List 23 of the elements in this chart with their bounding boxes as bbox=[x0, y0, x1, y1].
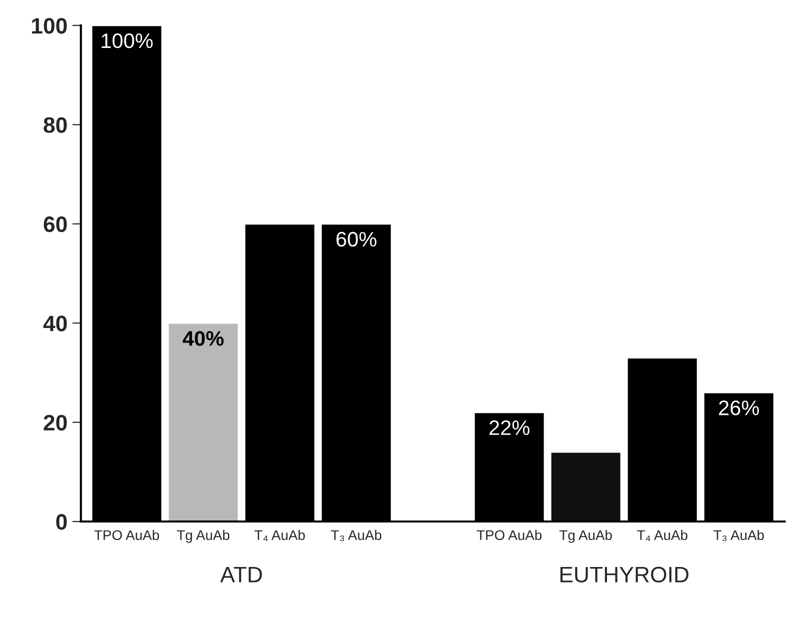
x-tick-label: TPO AuAb bbox=[94, 530, 160, 540]
y-tick-label: 100 bbox=[32, 18, 67, 34]
y-tick-label: 0 bbox=[56, 514, 67, 530]
x-tick-label: TPO AuAb bbox=[476, 530, 542, 540]
data-label: 22% bbox=[490, 420, 530, 436]
y-tick-label: 60 bbox=[44, 216, 67, 232]
x-tick-label: T₃ AuAb bbox=[331, 530, 382, 542]
data-label: 26% bbox=[719, 400, 759, 416]
bar bbox=[550, 451, 622, 522]
bar bbox=[167, 322, 240, 522]
y-tick-label: 80 bbox=[44, 117, 67, 133]
y-tick-label: 40 bbox=[43, 316, 67, 332]
x-tick-label: Tg AuAb bbox=[559, 530, 612, 543]
x-tick-label: T₄ AuAb bbox=[254, 530, 305, 542]
x-tick-label: Tg AuAb bbox=[176, 530, 230, 543]
text: ATD bbox=[220, 566, 262, 582]
data-label: 40% bbox=[182, 331, 224, 346]
data-label: 60% bbox=[336, 232, 376, 247]
data-label: 100% bbox=[102, 33, 153, 48]
text: EUTHYROID bbox=[560, 566, 688, 582]
x-tick-label: T₃ AuAb bbox=[714, 530, 764, 542]
x-tick-label: T₄ AuAb bbox=[637, 530, 688, 542]
y-tick-label: 20 bbox=[44, 414, 67, 431]
